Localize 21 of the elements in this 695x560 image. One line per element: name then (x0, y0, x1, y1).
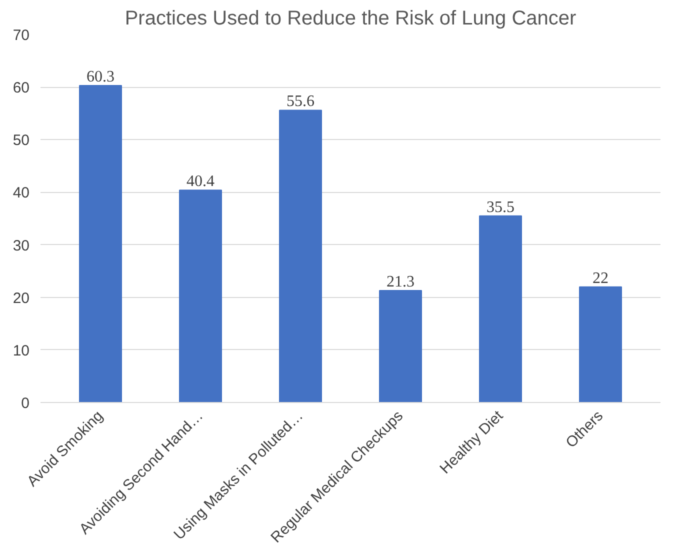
bar (79, 84, 122, 402)
y-tick-label: 60 (12, 80, 30, 97)
data-label: 22 (592, 270, 608, 287)
data-label: 21.3 (386, 274, 414, 291)
y-tick-label: 10 (12, 342, 30, 360)
y-tick-label: 0 (21, 395, 30, 412)
bar (279, 110, 322, 402)
chart-title: Practices Used to Reduce the Risk of Lung Cancer (124, 8, 577, 30)
data-label: 40.4 (186, 173, 214, 190)
y-tick-label: 30 (12, 237, 30, 254)
data-label: 60.3 (86, 68, 114, 86)
y-tick-label: 40 (12, 184, 30, 202)
data-label: 35.5 (486, 198, 514, 216)
bar (179, 190, 222, 402)
y-tick-label: 70 (12, 27, 30, 44)
bar (479, 215, 522, 402)
bar (579, 286, 622, 402)
y-tick-label: 20 (12, 290, 30, 307)
y-tick-label: 50 (12, 132, 30, 150)
bar (379, 290, 422, 402)
data-label: 55.6 (286, 93, 314, 110)
